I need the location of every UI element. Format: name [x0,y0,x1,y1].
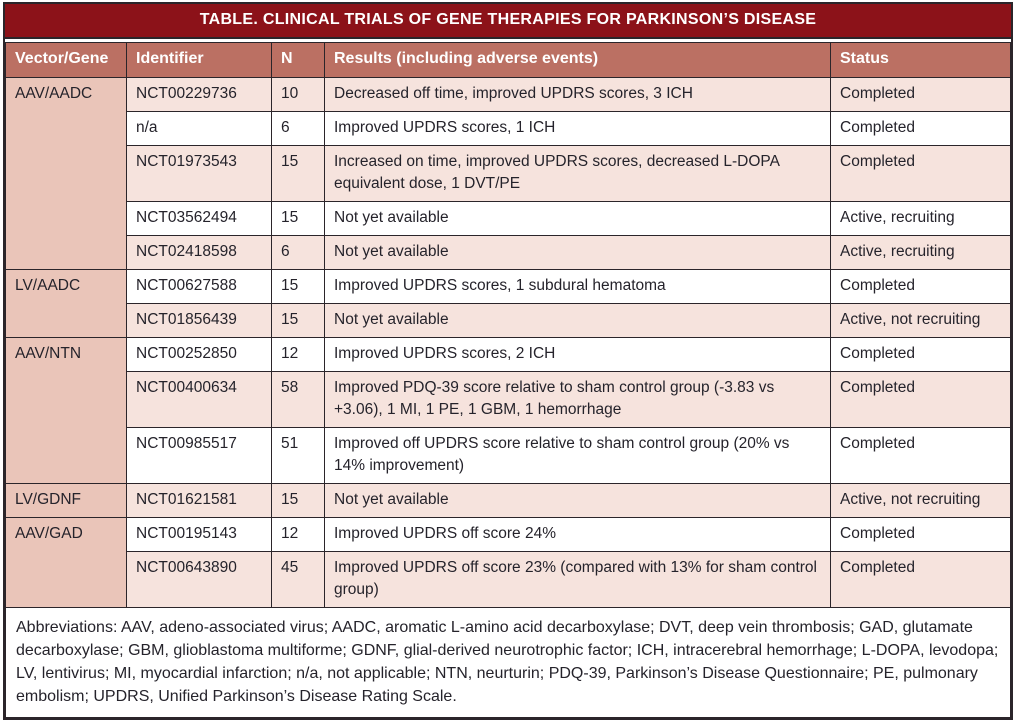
cell-n: 12 [271,516,325,552]
table-row: LV/AADC NCT00627588 15 Improved UPDRS score… [5,268,1011,338]
cell-status: Active, recruiting [830,200,1011,236]
cell-status: Active, not recruiting [830,482,1011,518]
cell-identifier: NCT00643890 [126,550,272,608]
cell-status: Completed [830,370,1011,428]
column-header-status: Status [830,42,1011,78]
cell-identifier: NCT00252850 [126,336,272,372]
cell-identifier: NCT00229736 [126,76,272,112]
cell-identifier: NCT00195143 [126,516,272,552]
cell-n: 10 [271,76,325,112]
cell-vector-gene: AAV/AADC [5,76,127,270]
column-header-n: N [271,42,325,78]
cell-results: Not yet available [324,234,831,270]
table-row: NCT01856439 15 Not yet available Active, no… [6,302,1011,338]
cell-results: Improved off UPDRS score relative to sha… [324,426,831,484]
cell-vector-gene: LV/GDNF [5,482,127,518]
cell-results: Not yet available [324,302,831,338]
table-row: NCT02418598 6 Not yet available Active, rec… [6,234,1011,270]
footnote-row: Abbreviations: AAV, adeno-associated vir… [5,606,1011,719]
table-row: AAV/GAD NCT00195143 12 Improved UPDRS off s… [5,516,1011,608]
cell-results: Not yet available [324,200,831,236]
table-row: n/a 6 Improved UPDRS scores, 1 ICH Complete… [6,110,1011,146]
abbreviations-footnote: Abbreviations: AAV, adeno-associated vir… [5,606,1011,719]
header-row: Vector/Gene Identifier N Results (includ… [5,42,1011,78]
table-row: NCT00643890 45 Improved UPDRS off score 23… [6,550,1011,608]
cell-status: Completed [830,516,1011,552]
table-row: NCT03562494 15 Not yet available Active, re… [6,200,1011,236]
cell-vector-gene: LV/AADC [5,268,127,338]
cell-status: Completed [830,110,1011,146]
cell-n: 15 [271,200,325,236]
cell-results: Decreased off time, improved UPDRS score… [324,76,831,112]
cell-n: 12 [271,336,325,372]
cell-identifier: n/a [126,110,272,146]
cell-n: 58 [271,370,325,428]
title-separator [5,39,1011,42]
cell-identifier: NCT00400634 [126,370,272,428]
cell-results: Improved UPDRS scores, 1 ICH [324,110,831,146]
table-body: AAV/AADC NCT00229736 10 Decreased off time,… [5,76,1011,608]
cell-identifier: NCT01973543 [126,144,272,202]
table-title: TABLE. CLINICAL TRIALS OF GENE THERAPIES… [5,4,1011,39]
table-row: AAV/AADC NCT00229736 10 Decreased off time,… [5,76,1011,270]
trials-table: Vector/Gene Identifier N Results (includ… [5,42,1011,719]
cell-results: Improved UPDRS scores, 1 subdural hemato… [324,268,831,304]
cell-identifier: NCT02418598 [126,234,272,270]
cell-identifier: NCT01856439 [126,302,272,338]
table-row: NCT00400634 58 Improved PDQ-39 score relat… [6,370,1011,428]
cell-n: 15 [271,302,325,338]
column-header-identifier: Identifier [126,42,272,78]
cell-identifier: NCT00627588 [126,268,272,304]
column-header-vector-gene: Vector/Gene [5,42,127,78]
cell-identifier: NCT03562494 [126,200,272,236]
cell-results: Improved UPDRS off score 23% (compared w… [324,550,831,608]
table-header: Vector/Gene Identifier N Results (includ… [5,42,1011,78]
cell-results: Not yet available [324,482,831,518]
cell-vector-gene: AAV/NTN [5,336,127,484]
cell-n: 6 [271,110,325,146]
cell-n: 45 [271,550,325,608]
cell-results: Improved PDQ-39 score relative to sham c… [324,370,831,428]
table-row: NCT01973543 15 Increased on time, improved… [6,144,1011,202]
cell-status: Completed [830,550,1011,608]
cell-status: Active, recruiting [830,234,1011,270]
cell-n: 6 [271,234,325,270]
cell-results: Improved UPDRS off score 24% [324,516,831,552]
cell-status: Completed [830,268,1011,304]
cell-status: Completed [830,144,1011,202]
cell-identifier: NCT00985517 [126,426,272,484]
cell-vector-gene: AAV/GAD [5,516,127,608]
cell-n: 15 [271,268,325,304]
cell-n: 15 [271,482,325,518]
cell-status: Active, not recruiting [830,302,1011,338]
cell-results: Increased on time, improved UPDRS scores… [324,144,831,202]
cell-n: 51 [271,426,325,484]
clinical-trials-table: TABLE. CLINICAL TRIALS OF GENE THERAPIES… [3,2,1013,720]
cell-identifier: NCT01621581 [126,482,272,518]
column-header-results: Results (including adverse events) [324,42,831,78]
cell-status: Completed [830,426,1011,484]
table-row: AAV/NTN NCT00252850 12 Improved UPDRS score… [5,336,1011,484]
cell-status: Completed [830,336,1011,372]
table-footer: Abbreviations: AAV, adeno-associated vir… [5,606,1011,719]
table-row: LV/GDNF NCT01621581 15 Not yet available Act… [5,482,1011,518]
table-row: NCT00985517 51 Improved off UPDRS score re… [6,426,1011,484]
cell-results: Improved UPDRS scores, 2 ICH [324,336,831,372]
cell-n: 15 [271,144,325,202]
cell-status: Completed [830,76,1011,112]
